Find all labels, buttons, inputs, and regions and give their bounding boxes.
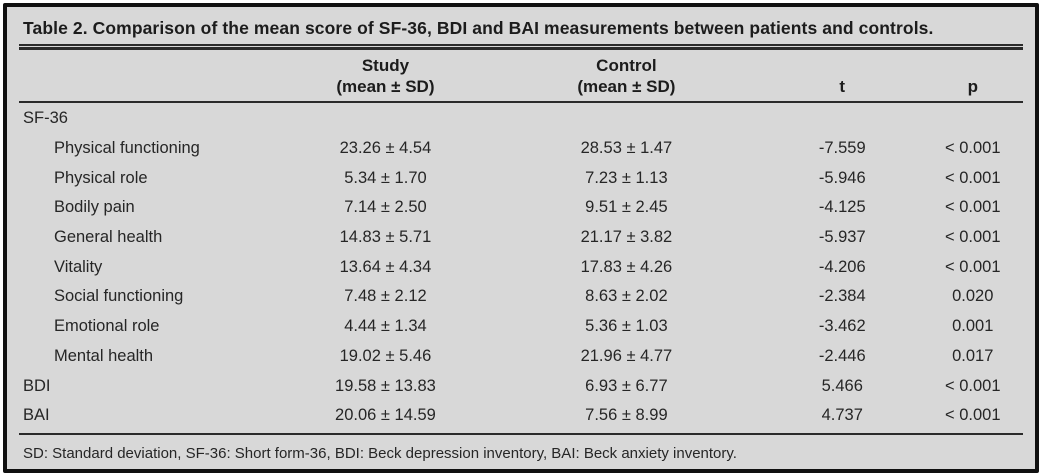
row-study-value: 7.14 ± 2.50 bbox=[344, 198, 427, 217]
row-study-value: 19.58 ± 13.83 bbox=[335, 376, 436, 395]
row-control-value: 21.17 ± 3.82 bbox=[580, 228, 673, 247]
table-title: Table 2. Comparison of the mean score of… bbox=[23, 18, 934, 38]
row-study-value: 19.02 ± 5.46 bbox=[339, 346, 432, 365]
row-t-value: -5.946 bbox=[818, 168, 866, 187]
row-t-value: -4.206 bbox=[818, 257, 866, 276]
table-footnote: SD: Standard deviation, SF-36: Short for… bbox=[23, 444, 737, 462]
row-control-value: 7.23 ± 1.13 bbox=[585, 168, 668, 187]
row-control-value: 7.56 ± 8.99 bbox=[585, 406, 668, 425]
row-control-value: 17.83 ± 4.26 bbox=[580, 257, 673, 276]
row-t-value: -3.462 bbox=[818, 317, 866, 336]
table-row: BAI 20.06 ± 14.59 7.56 ± 8.99 4.737 < 0.… bbox=[19, 401, 1023, 431]
table-2-frame: Table 2. Comparison of the mean score of… bbox=[3, 3, 1039, 473]
row-label: Physical functioning bbox=[54, 139, 200, 158]
row-t-value: -2.446 bbox=[818, 346, 866, 365]
row-control-value: 6.93 ± 6.77 bbox=[585, 376, 668, 395]
row-t-value: 4.737 bbox=[821, 406, 863, 425]
table-body: SF-36 Physical functioning 23.26 ± 4.54 … bbox=[19, 103, 1023, 431]
table-row: BDI 19.58 ± 13.83 6.93 ± 6.77 5.466 < 0.… bbox=[19, 371, 1023, 401]
row-label: BDI bbox=[23, 376, 51, 395]
row-label: Vitality bbox=[54, 257, 103, 276]
row-t-value: -4.125 bbox=[818, 198, 866, 217]
row-study-value: 20.06 ± 14.59 bbox=[335, 406, 436, 425]
row-control-value: 9.51 ± 2.45 bbox=[585, 198, 668, 217]
row-study-value: 14.83 ± 5.71 bbox=[339, 228, 432, 247]
row-study-value: 7.48 ± 2.12 bbox=[344, 287, 427, 306]
title-double-rule bbox=[19, 44, 1023, 50]
row-label: Mental health bbox=[54, 346, 154, 365]
row-p-value: < 0.001 bbox=[945, 168, 1001, 187]
header-control-line2: (mean ± SD) bbox=[577, 77, 676, 96]
row-p-value: 0.017 bbox=[952, 346, 994, 365]
row-label: Physical role bbox=[54, 168, 148, 187]
table-row: Bodily pain 7.14 ± 2.50 9.51 ± 2.45 -4.1… bbox=[19, 193, 1023, 223]
row-study-value: 23.26 ± 4.54 bbox=[339, 139, 432, 158]
row-p-value: < 0.001 bbox=[945, 139, 1001, 158]
header-rule bbox=[19, 101, 1023, 103]
table-row: Emotional role 4.44 ± 1.34 5.36 ± 1.03 -… bbox=[19, 312, 1023, 342]
row-label: BAI bbox=[23, 406, 50, 425]
row-control-value: 5.36 ± 1.03 bbox=[585, 317, 668, 336]
table-row: Mental health 19.02 ± 5.46 21.96 ± 4.77 … bbox=[19, 342, 1023, 372]
footnote-rule bbox=[19, 432, 1023, 435]
header-study-line2: (mean ± SD) bbox=[336, 77, 435, 96]
row-study-value: 4.44 ± 1.34 bbox=[344, 317, 427, 336]
header-study: Study (mean ± SD) bbox=[280, 55, 491, 97]
header-t: t bbox=[839, 77, 846, 96]
row-control-value: 28.53 ± 1.47 bbox=[580, 139, 673, 158]
table-row: Physical functioning 23.26 ± 4.54 28.53 … bbox=[19, 134, 1023, 164]
row-label: Bodily pain bbox=[54, 198, 135, 217]
table-row: General health 14.83 ± 5.71 21.17 ± 3.82… bbox=[19, 223, 1023, 253]
row-p-value: 0.020 bbox=[952, 287, 994, 306]
row-control-value: 8.63 ± 2.02 bbox=[585, 287, 668, 306]
table-row: Vitality 13.64 ± 4.34 17.83 ± 4.26 -4.20… bbox=[19, 252, 1023, 282]
row-p-value: < 0.001 bbox=[945, 406, 1001, 425]
row-p-value: < 0.001 bbox=[945, 376, 1001, 395]
header-control-line1: Control bbox=[596, 56, 657, 75]
row-label: Emotional role bbox=[54, 317, 160, 336]
row-p-value: < 0.001 bbox=[945, 257, 1001, 276]
header-p: p bbox=[967, 77, 978, 96]
table-row: Physical role 5.34 ± 1.70 7.23 ± 1.13 -5… bbox=[19, 163, 1023, 193]
row-control-value: 21.96 ± 4.77 bbox=[580, 346, 673, 365]
row-p-value: 0.001 bbox=[952, 317, 994, 336]
row-label: SF-36 bbox=[23, 109, 68, 128]
row-t-value: 5.466 bbox=[821, 376, 863, 395]
table-row: Social functioning 7.48 ± 2.12 8.63 ± 2.… bbox=[19, 282, 1023, 312]
row-p-value: < 0.001 bbox=[945, 198, 1001, 217]
row-study-value: 13.64 ± 4.34 bbox=[339, 257, 432, 276]
row-p-value: < 0.001 bbox=[945, 228, 1001, 247]
table-header-row: Study (mean ± SD) Control (mean ± SD) t … bbox=[19, 50, 1023, 101]
table-row: SF-36 bbox=[19, 104, 1023, 134]
row-t-value: -5.937 bbox=[818, 228, 866, 247]
row-t-value: -2.384 bbox=[818, 287, 866, 306]
header-study-line1: Study bbox=[361, 56, 410, 75]
row-label: General health bbox=[54, 228, 163, 247]
row-t-value: -7.559 bbox=[818, 139, 866, 158]
row-label: Social functioning bbox=[54, 287, 184, 306]
row-study-value: 5.34 ± 1.70 bbox=[344, 168, 427, 187]
header-control: Control (mean ± SD) bbox=[491, 55, 762, 97]
